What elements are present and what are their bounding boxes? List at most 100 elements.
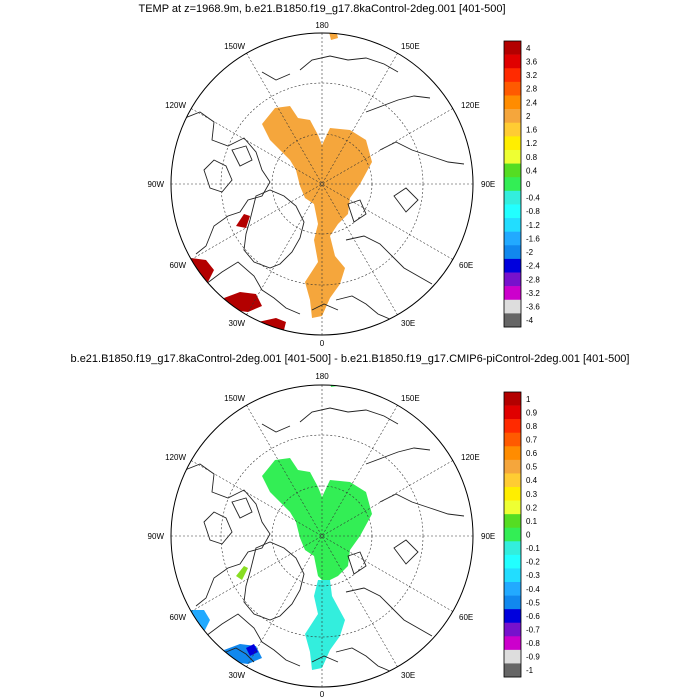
colorbar-label: -4	[526, 316, 534, 325]
colorbar-swatch	[504, 122, 521, 137]
colorbar-label: -3.2	[526, 289, 540, 298]
colorbar-swatch	[504, 568, 521, 583]
panel-title: b.e21.B1850.f19_g17.8kaControl-2deg.001 …	[71, 353, 630, 365]
field-greenland-sea-patch	[246, 644, 258, 656]
lon-label-150w: 150W	[224, 394, 245, 403]
colorbar-label: -1	[526, 666, 534, 675]
colorbar-label: 0.5	[526, 463, 538, 472]
panel-temperature-difference: b.e21.B1850.f19_g17.8kaControl-2deg.001 …	[71, 353, 630, 699]
colorbar-swatch	[504, 405, 521, 420]
colorbar-label: 1.6	[526, 126, 538, 135]
colorbar-swatch	[504, 231, 521, 246]
colorbar-swatch	[504, 514, 521, 529]
colorbar-label: -0.9	[526, 653, 540, 662]
colorbar-swatch	[504, 149, 521, 164]
colorbar-label: 2	[526, 112, 531, 121]
coastlines	[179, 55, 465, 321]
lon-label-90w: 90W	[148, 532, 165, 541]
colorbar-swatch	[504, 245, 521, 260]
colorbar-swatch	[504, 54, 521, 69]
colorbar-label: -2.4	[526, 262, 540, 271]
panel-8ka-temperature: TEMP at z=1968.9m, b.e21.B1850.f19_g17.8…	[138, 3, 540, 348]
colorbar-swatch	[504, 258, 521, 273]
colorbar-label: -0.5	[526, 598, 540, 607]
colorbar-swatch	[504, 68, 521, 83]
colorbar-label: 0.1	[526, 517, 538, 526]
lon-label-90e: 90E	[481, 180, 495, 189]
colorbar-label: 3.2	[526, 71, 538, 80]
graticule	[171, 385, 473, 687]
map-border	[170, 384, 474, 688]
lon-label-120e: 120E	[461, 101, 480, 110]
lon-label-120e: 120E	[461, 453, 480, 462]
colorbar-swatch	[504, 554, 521, 569]
coastlines	[179, 407, 465, 673]
field-bering-strait-patch	[329, 33, 338, 40]
colorbar-swatch	[504, 636, 521, 651]
colorbar-label: -0.2	[526, 558, 540, 567]
lon-label-30w: 30W	[229, 671, 246, 680]
lon-label-90w: 90W	[148, 180, 165, 189]
colorbar-swatch	[504, 41, 521, 55]
colorbar-label: 2.4	[526, 98, 538, 107]
lon-label-60e: 60E	[459, 613, 473, 622]
lon-label-150e: 150E	[401, 42, 420, 51]
lon-label-0: 0	[320, 690, 325, 699]
colorbar-swatch	[504, 595, 521, 610]
colorbar-label: 2.8	[526, 85, 538, 94]
colorbar-swatch	[504, 541, 521, 556]
colorbar-label: -0.8	[526, 207, 540, 216]
colorbar-label: 0.3	[526, 490, 538, 499]
colorbar-label: 1	[526, 395, 531, 404]
colorbar-swatch	[504, 622, 521, 637]
colorbar-swatch	[504, 500, 521, 515]
colorbar-label: 0.8	[526, 153, 538, 162]
colorbar-swatch	[504, 81, 521, 96]
colorbar-swatch	[504, 95, 521, 110]
colorbar-label: 0.6	[526, 449, 538, 458]
colorbar: 4 3.6 3.2 2.8 2.4 2 1.6 1.2 0.8 0.4 0 -0.4 -0.8 -1.2 -…	[503, 40, 540, 328]
colorbar-swatch	[504, 446, 521, 461]
field-central-arctic-ridge	[262, 458, 372, 580]
colorbar-swatch	[504, 299, 521, 314]
longitude-labels: 180 150E 120E 90E 60E 30E 0 30W 60W 90W …	[148, 21, 496, 348]
colorbar-swatch	[504, 487, 521, 501]
colorbar-swatch	[504, 432, 521, 447]
colorbar-swatch	[504, 473, 521, 488]
colorbar-swatch	[504, 163, 521, 178]
colorbar-swatch	[504, 419, 521, 434]
colorbar-label: -0.1	[526, 544, 540, 553]
lon-label-150w: 150W	[224, 42, 245, 51]
field-baffin-bay-patch	[236, 566, 248, 580]
field-eurasian-basin	[305, 580, 345, 670]
colorbar-label: 0.8	[526, 422, 538, 431]
colorbar-label: -0.4	[526, 194, 540, 203]
colorbar-label: 1.2	[526, 139, 538, 148]
colorbar-label: -3.6	[526, 303, 540, 312]
lon-label-60w: 60W	[170, 613, 187, 622]
lon-label-90e: 90E	[481, 532, 495, 541]
colorbar-swatch	[504, 649, 521, 664]
colorbar-frame	[503, 391, 522, 678]
colorbar-swatch	[504, 218, 521, 232]
polar-map	[171, 33, 473, 335]
colorbar-label: 4	[526, 44, 531, 53]
colorbar-label: 0.9	[526, 408, 538, 417]
colorbar-label: -0.4	[526, 585, 540, 594]
map-border	[170, 32, 474, 336]
colorbar-label: -1.2	[526, 221, 540, 230]
colorbar-label: -0.6	[526, 612, 540, 621]
colorbar-label: 0	[526, 180, 531, 189]
colorbar-swatch	[504, 109, 521, 124]
colorbar-swatch	[504, 527, 521, 542]
colorbar: 1 0.9 0.8 0.7 0.6 0.5 0.4 0.3 0.2 0.1 0 -0.1 -0.2 -0.…	[503, 391, 540, 678]
lon-label-0: 0	[320, 339, 325, 348]
colorbar-swatch	[504, 582, 521, 596]
colorbar-swatch	[504, 286, 521, 301]
colorbar-swatch	[504, 136, 521, 151]
colorbar-swatch	[504, 204, 521, 219]
colorbar-label: 0.4	[526, 166, 538, 175]
polar-map	[171, 385, 473, 687]
lon-label-150e: 150E	[401, 394, 420, 403]
